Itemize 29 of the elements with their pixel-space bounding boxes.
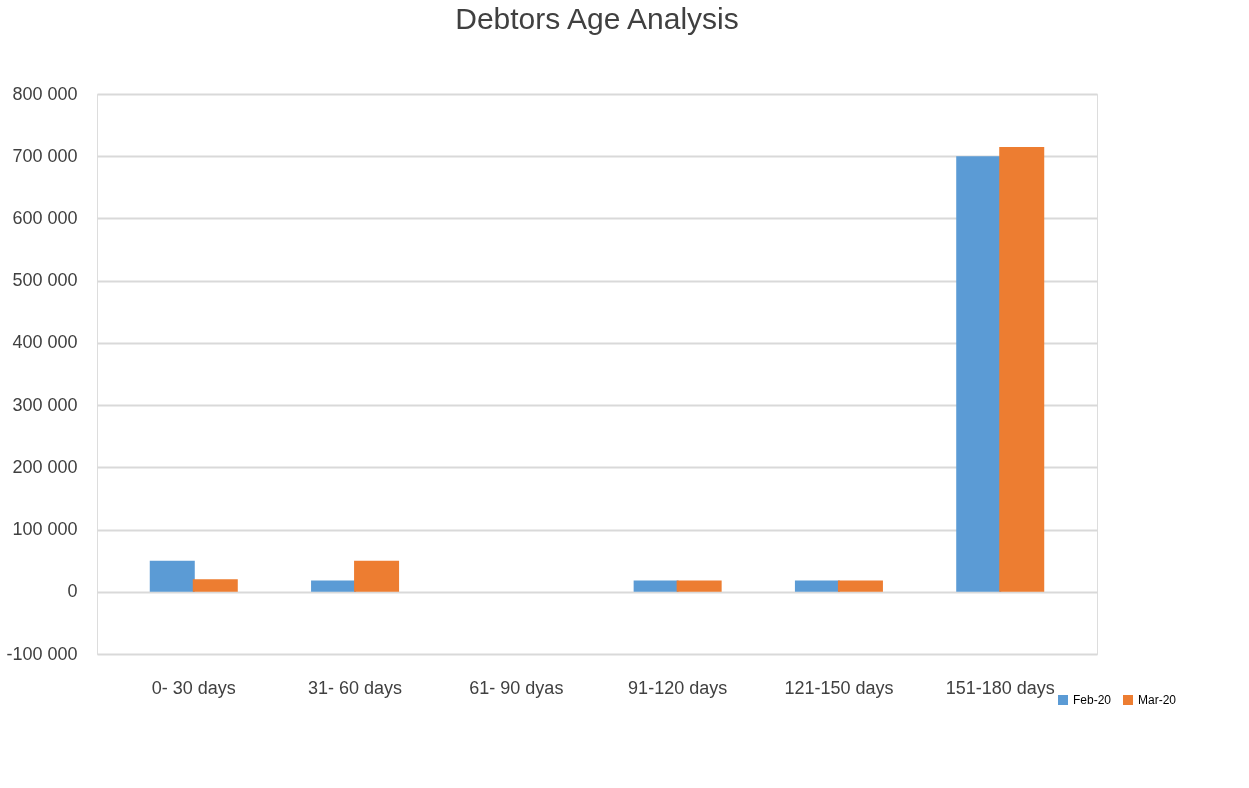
bar [192,579,238,592]
y-tick-label: 700 000 [12,145,78,166]
y-tick-label: 0 [67,581,78,602]
x-tick-label: 61- 90 dyas [469,677,564,698]
legend-label: Mar-20 [1138,693,1177,707]
bar [837,580,883,592]
chart-title: Debtors Age Analysis [455,2,739,35]
y-tick-label: 500 000 [12,270,78,291]
x-tick-label: 121-150 days [784,677,894,698]
x-tick-label: 31- 60 days [308,677,403,698]
bar [149,560,195,592]
bar [633,580,679,592]
x-tick-label: 0- 30 days [151,677,236,698]
y-tick-label: 100 000 [12,519,78,540]
y-tick-label: -100 000 [6,643,78,664]
x-tick-label: 151-180 days [945,677,1055,698]
y-tick-label: 800 000 [12,83,78,104]
y-tick-label: 200 000 [12,456,78,477]
bar [354,560,400,592]
y-tick-label: 300 000 [12,394,78,415]
bar [311,580,357,592]
bar [794,580,840,592]
bar [956,156,1002,592]
x-tick-label: 91-120 days [628,677,728,698]
legend-label: Feb-20 [1073,693,1112,707]
bar [676,580,722,592]
bar [999,146,1045,592]
y-tick-label: 400 000 [12,332,78,353]
y-tick-label: 600 000 [12,207,78,228]
